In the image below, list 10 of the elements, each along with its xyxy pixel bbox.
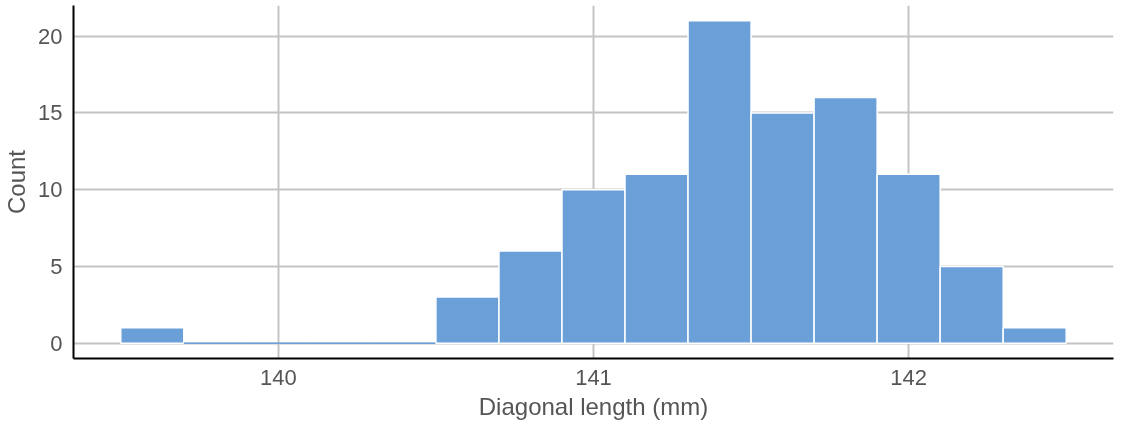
x-tick-label: 141	[575, 364, 612, 390]
y-tick-label: 10	[38, 177, 63, 203]
y-tick-label: 15	[38, 100, 63, 126]
y-tick-label: 0	[50, 330, 63, 356]
x-tick-label: 142	[890, 364, 928, 390]
x-tick-label: 140	[260, 364, 297, 390]
y-tick-label: 20	[38, 23, 63, 49]
y-tick-label: 5	[50, 253, 63, 279]
x-axis-title: Diagonal length (mm)	[478, 392, 709, 420]
y-axis-title: Count	[3, 149, 31, 215]
